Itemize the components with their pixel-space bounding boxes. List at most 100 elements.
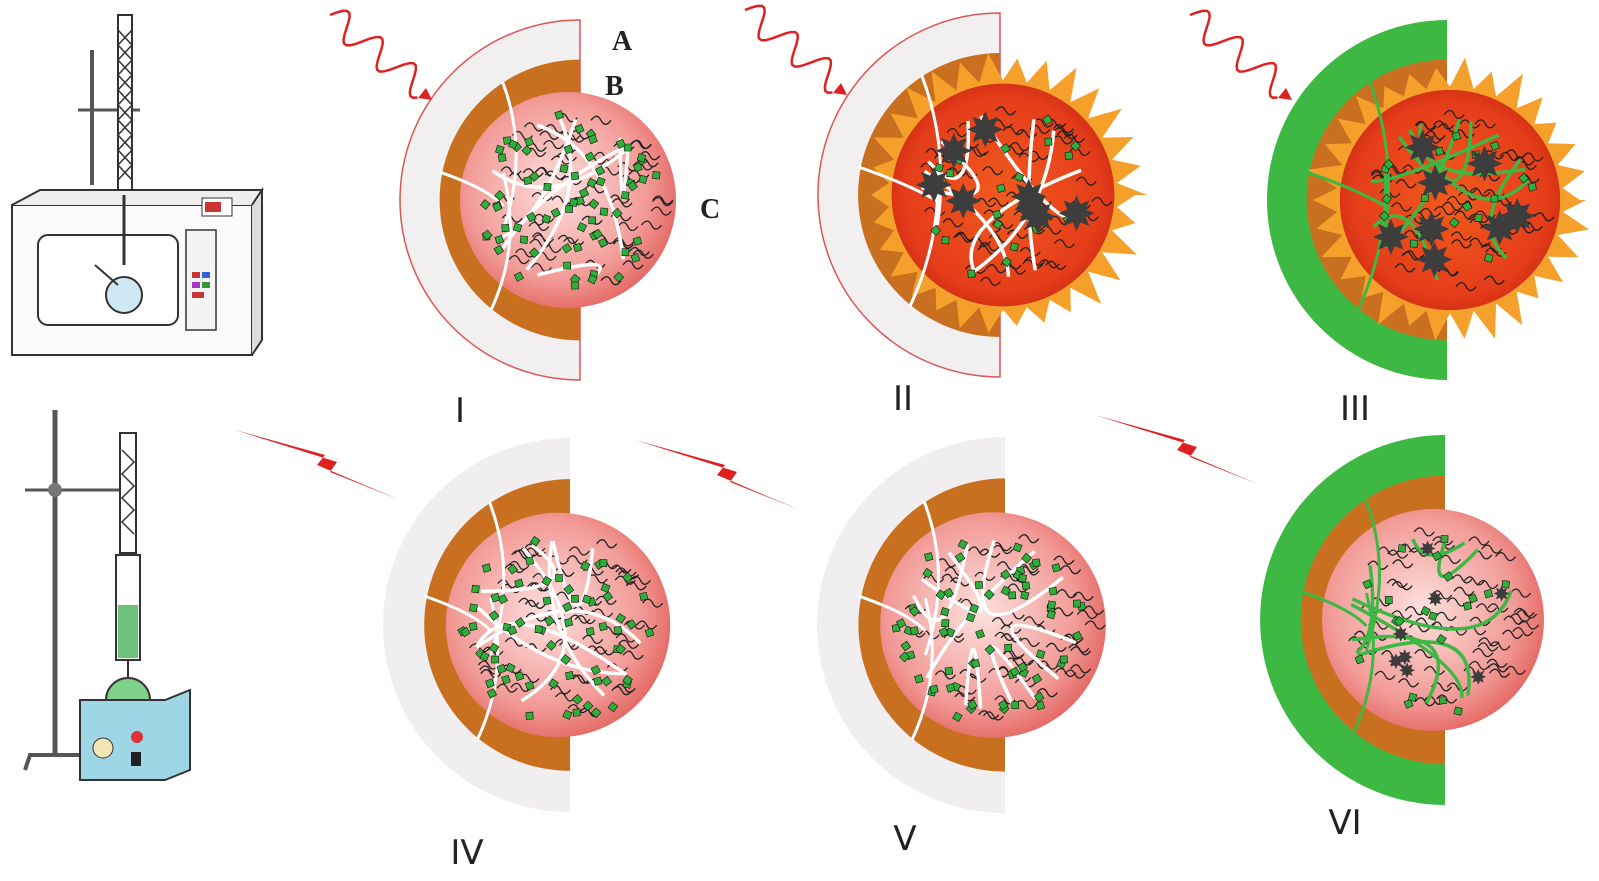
particle xyxy=(639,592,647,600)
extraction-panel xyxy=(635,437,1106,813)
particle xyxy=(526,712,533,719)
residue xyxy=(967,111,1003,147)
particle xyxy=(600,559,607,566)
particle xyxy=(1475,214,1482,221)
panel-label: II xyxy=(893,379,913,419)
particle xyxy=(571,282,578,289)
extraction-panel xyxy=(235,430,670,812)
particle xyxy=(975,581,982,588)
extraction-panel xyxy=(1190,11,1589,380)
particle xyxy=(564,618,572,626)
particle xyxy=(621,191,629,199)
particle xyxy=(924,553,933,562)
particle xyxy=(910,627,918,635)
particle xyxy=(947,170,954,177)
radiation-arrow xyxy=(330,11,418,98)
radiation-arrow xyxy=(745,6,833,93)
particle xyxy=(1009,592,1016,599)
particle xyxy=(589,217,596,224)
panel-label: I xyxy=(455,391,465,431)
heat-bolt xyxy=(235,430,400,500)
particle xyxy=(535,626,542,633)
residue xyxy=(1405,129,1441,165)
particle xyxy=(1049,587,1057,595)
extraction-panel xyxy=(330,11,676,380)
particle xyxy=(492,656,499,663)
panel-label: VI xyxy=(1328,803,1361,843)
particle xyxy=(1045,138,1052,145)
particle xyxy=(1005,644,1012,651)
residue xyxy=(1416,242,1452,278)
particle xyxy=(1020,591,1029,600)
particle xyxy=(571,172,579,180)
particle xyxy=(1060,656,1067,663)
arrow-head xyxy=(833,83,847,95)
residue xyxy=(936,133,972,169)
particle xyxy=(1441,535,1448,542)
particle xyxy=(1421,195,1428,202)
residue xyxy=(1482,210,1518,246)
heat-bolt xyxy=(635,440,800,510)
particle xyxy=(524,177,532,185)
particle xyxy=(526,557,534,565)
particle xyxy=(1439,696,1447,704)
particle xyxy=(1502,580,1510,588)
particle xyxy=(1385,596,1392,603)
particle xyxy=(1454,707,1462,715)
particle xyxy=(1048,601,1056,609)
particle xyxy=(555,574,562,581)
particle xyxy=(997,184,1006,193)
particle xyxy=(1528,183,1537,192)
particle xyxy=(502,224,509,231)
particle xyxy=(600,208,608,216)
particle xyxy=(652,172,660,180)
particle xyxy=(543,597,551,605)
particle xyxy=(1022,582,1030,590)
particle xyxy=(560,165,568,173)
panel-label: V xyxy=(893,819,916,859)
layer-label: B xyxy=(605,71,624,102)
page: {"layer_labels": ["A", "B", "C"], "panel… xyxy=(0,0,1599,881)
particle xyxy=(993,210,1001,218)
particle xyxy=(569,198,577,206)
panel-label: IV xyxy=(450,833,483,873)
particle xyxy=(1065,152,1072,159)
residue xyxy=(916,167,952,203)
panel-label: III xyxy=(1340,389,1370,429)
particle xyxy=(1052,564,1061,573)
particle xyxy=(1032,559,1040,567)
figure: A B C I II III IV V VI xyxy=(0,0,1599,881)
particle xyxy=(622,249,629,256)
particle xyxy=(469,622,477,630)
radiation-arrow xyxy=(1190,11,1278,98)
particle xyxy=(968,270,976,278)
particle xyxy=(1484,589,1493,598)
residue xyxy=(1417,165,1453,201)
particle xyxy=(633,237,642,246)
particle xyxy=(942,237,950,245)
particle xyxy=(1012,702,1019,709)
particle xyxy=(520,236,528,244)
soxhlet-apparatus xyxy=(25,410,190,780)
particle xyxy=(1410,240,1417,247)
residue xyxy=(1413,211,1449,247)
layer-label: C xyxy=(700,194,720,225)
particle xyxy=(599,622,607,630)
heat-bolt xyxy=(1095,415,1260,485)
layer-label: A xyxy=(612,26,633,57)
particle xyxy=(1019,574,1027,582)
residue xyxy=(1467,146,1503,182)
microwave-apparatus xyxy=(12,15,262,355)
particle xyxy=(1010,243,1018,251)
particle xyxy=(1463,602,1472,611)
residue xyxy=(1020,199,1056,235)
particle xyxy=(1398,545,1406,553)
particle xyxy=(945,667,953,675)
particle xyxy=(498,154,506,162)
particle xyxy=(1491,195,1498,202)
particle xyxy=(639,175,648,184)
arrow-head xyxy=(1278,88,1292,100)
particle xyxy=(566,205,573,212)
particle xyxy=(564,262,571,269)
arrow-head xyxy=(418,88,432,100)
